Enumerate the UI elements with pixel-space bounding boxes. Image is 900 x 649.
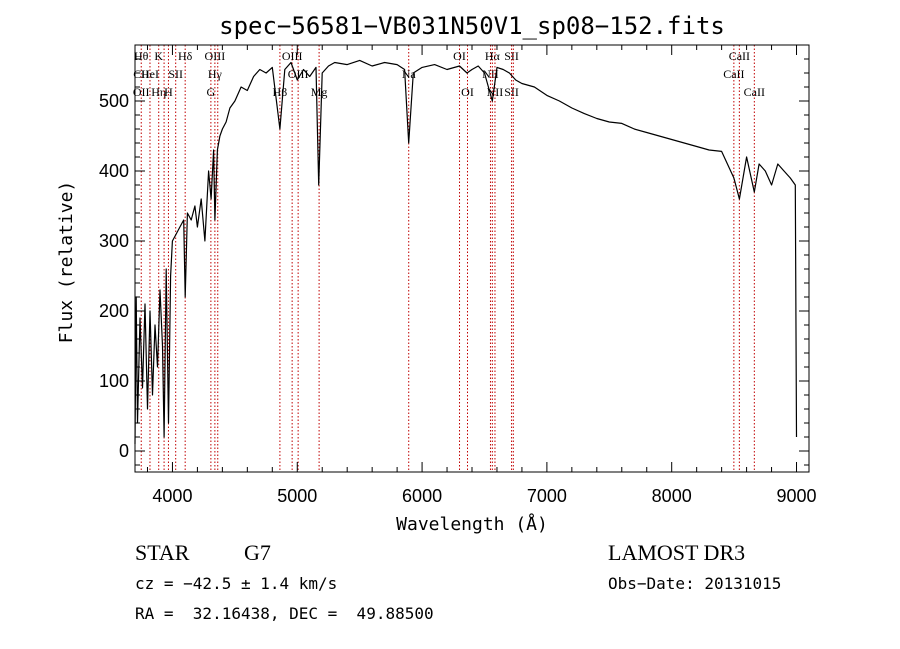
emission-line-markers: HθCIIOIIHeIKHηHSIIHδGOIIIHγHβOIIIOIIIMgN… [133,45,765,472]
obs-date-text: Obs−Date: 20131015 [608,574,782,593]
x-axis: 4000 5000 6000 7000 8000 9000 [146,45,817,506]
x-tick-label: 9000 [776,486,816,506]
y-tick-label: 100 [99,371,129,391]
line-label: OIII [282,49,303,63]
line-label: CaII [744,85,765,99]
line-label: HeI [141,67,159,81]
line-label: Mg [311,85,328,99]
line-label: OIII [205,49,226,63]
x-tick-label: 6000 [402,486,442,506]
chart-title: spec−56581−VB031N50V1_sp08−152.fits [219,12,725,40]
line-label: Hδ [178,49,193,63]
y-tick-label: 200 [99,301,129,321]
line-label: SII [504,85,519,99]
y-axis: 0 100 200 300 400 500 [99,58,809,466]
object-subclass: G7 [244,540,271,565]
line-label: G [207,85,216,99]
y-tick-label: 300 [99,231,129,251]
spectrum-line [134,59,798,445]
line-label: CII [133,67,149,81]
line-label: K [154,49,163,63]
y-tick-label: 500 [99,91,129,111]
object-class: STAR [135,540,190,565]
coordinates-text: RA = 32.16438, DEC = 49.88500 [135,604,434,623]
y-tick-label: 400 [99,161,129,181]
redshift-text: cz = −42.5 ± 1.4 km/s [135,574,338,593]
survey-name: LAMOST DR3 [608,540,746,565]
line-label: Hγ [208,67,223,81]
line-label: Hη [151,85,166,99]
x-tick-label: 8000 [652,486,692,506]
line-label: OII [133,85,150,99]
plot-frame [134,44,810,473]
line-label: SII [168,67,183,81]
x-tick-label: 4000 [152,486,192,506]
line-label: CaII [723,67,744,81]
y-tick-label: 0 [119,441,129,461]
line-label: Hα [485,49,501,63]
line-label: H [164,85,173,99]
spectrum-series [134,59,798,445]
line-label: NII [487,85,504,99]
line-label: CaII [729,49,750,63]
line-label: SII [504,49,519,63]
line-label: OI [453,49,466,63]
line-label: Hθ [134,49,149,63]
x-axis-label: Wavelength (Å) [396,513,548,535]
line-label: OI [461,85,474,99]
x-tick-label: 5000 [277,486,317,506]
y-axis-label: Flux (relative) [56,181,77,344]
x-tick-label: 7000 [527,486,567,506]
